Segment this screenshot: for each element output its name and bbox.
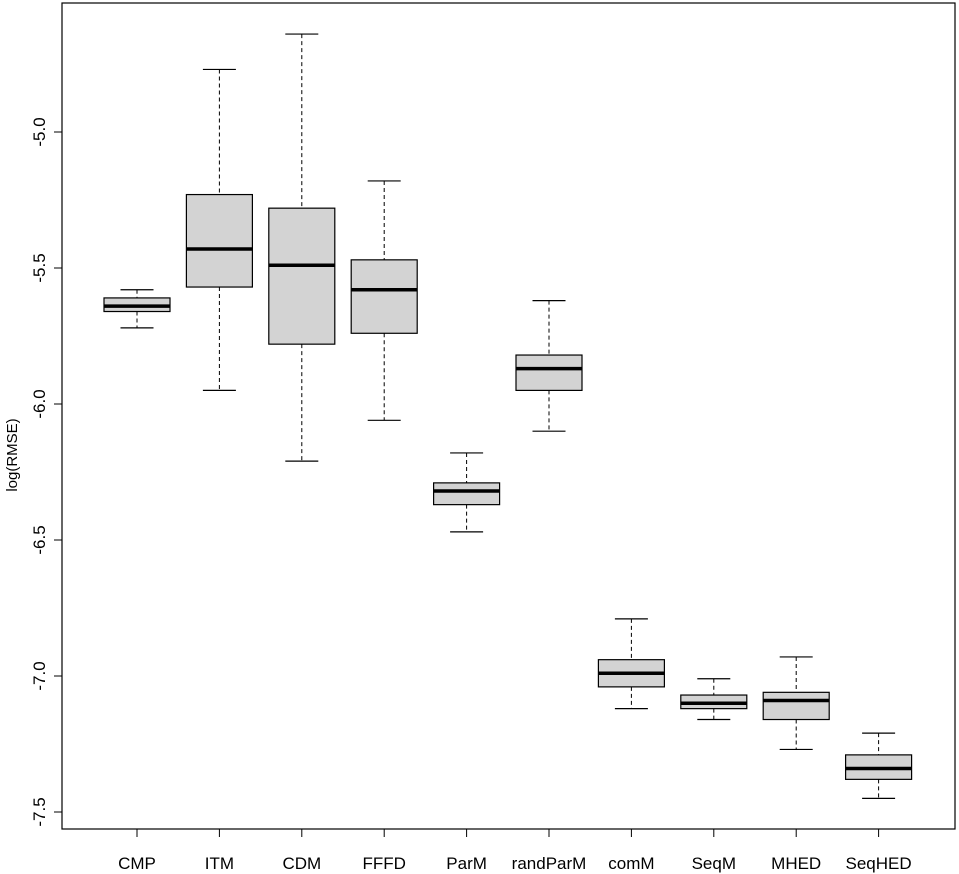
x-tick-label: ParM: [446, 854, 487, 873]
box-mhed: [762, 656, 830, 751]
x-tick-label: comM: [608, 854, 654, 873]
x-tick-label: SeqHED: [846, 854, 912, 873]
y-axis-title: log(RMSE): [4, 418, 21, 491]
box-cdm: [268, 33, 336, 462]
x-tick-label: CMP: [118, 854, 156, 873]
iqr-box: [268, 207, 336, 345]
x-axis: CMP ITM CDM FFFD ParM randParM comM SeqM MHED Seq…: [118, 828, 912, 873]
y-tick-label: -7.5: [30, 797, 49, 826]
x-tick-label: FFFD: [362, 854, 405, 873]
y-axis: -5.0 -5.5 -6.0 -6.5 -7.0 -7.5: [30, 117, 63, 827]
iqr-box: [515, 354, 583, 392]
x-tick-label: randParM: [512, 854, 587, 873]
x-tick-label: ITM: [205, 854, 234, 873]
iqr-box: [762, 691, 830, 721]
iqr-box: [433, 482, 501, 506]
y-tick-label: -5.0: [30, 117, 49, 146]
y-tick-label: -7.0: [30, 661, 49, 690]
y-tick-label: -5.5: [30, 253, 49, 282]
box-randparm: [515, 300, 583, 432]
box-itm: [185, 68, 253, 391]
box-fffd: [350, 180, 418, 421]
y-tick-label: -6.5: [30, 525, 49, 554]
x-tick-label: MHED: [771, 854, 821, 873]
box-cmp: [103, 289, 171, 329]
box-seqm: [680, 678, 748, 721]
box-parm: [433, 452, 501, 533]
y-tick-label: -6.0: [30, 389, 49, 418]
box-comm: [597, 618, 666, 710]
iqr-box: [185, 193, 253, 288]
x-tick-label: CDM: [282, 854, 321, 873]
boxes-layer: [103, 33, 913, 800]
box-seqhed: [844, 732, 913, 800]
x-tick-label: SeqM: [692, 854, 736, 873]
iqr-box: [350, 259, 418, 334]
